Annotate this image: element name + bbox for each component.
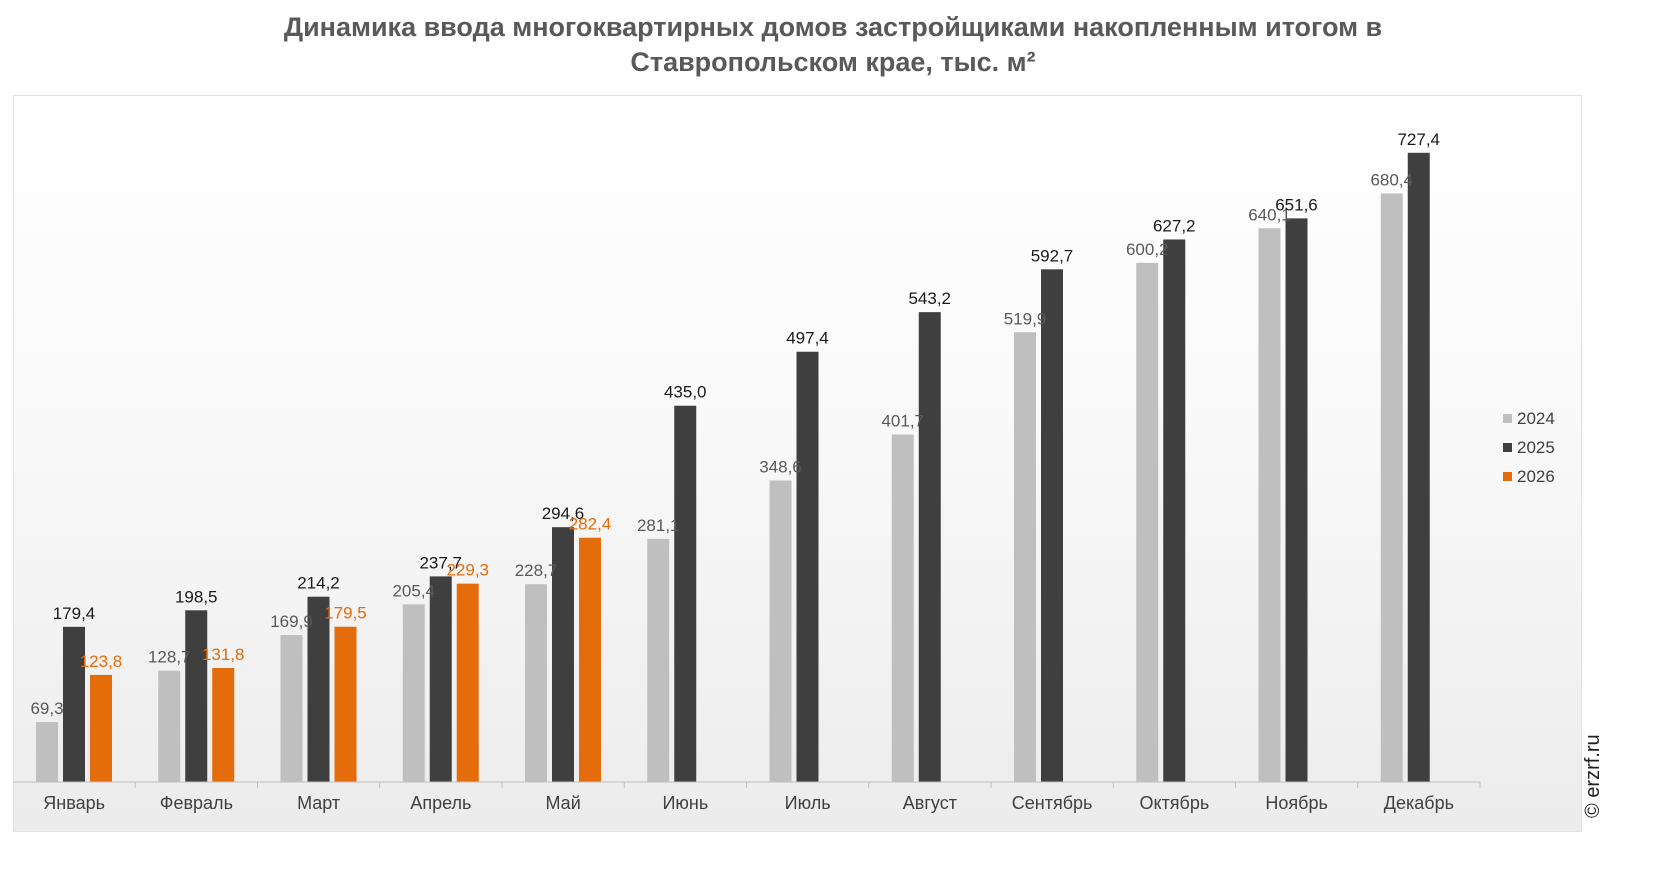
bar-2025 <box>1163 239 1186 783</box>
bar-2024 <box>1380 193 1403 783</box>
data-label-2024: 519,9 <box>1004 309 1047 328</box>
data-label-2024: 205,4 <box>392 581 435 600</box>
bar-2025 <box>429 576 452 782</box>
bar-2024 <box>1014 332 1036 782</box>
bar-2025 <box>796 351 819 782</box>
bar-2025 <box>918 312 941 782</box>
bar-2026 <box>456 583 479 782</box>
data-label-2025: 727,4 <box>1397 130 1440 149</box>
x-tick-label: Март <box>297 793 340 813</box>
data-label-2024: 169,9 <box>270 612 313 631</box>
data-label-2024: 69,3 <box>30 699 63 718</box>
data-label-2026: 282,4 <box>569 515 612 534</box>
x-tick-label: Сентябрь <box>1012 793 1093 813</box>
bar-2026 <box>579 537 601 782</box>
legend-swatch-2025 <box>1503 443 1512 452</box>
legend-swatch-2026 <box>1503 472 1512 481</box>
data-label-2026: 123,8 <box>80 652 123 671</box>
data-label-2024: 600,2 <box>1126 240 1169 259</box>
bar-2025 <box>1285 218 1308 783</box>
legend-label-2025: 2025 <box>1517 438 1555 457</box>
data-label-2025: 627,2 <box>1153 216 1196 235</box>
bar-2026 <box>334 626 357 782</box>
bar-2026 <box>90 674 112 782</box>
data-label-2025: 651,6 <box>1275 195 1318 214</box>
bar-2025 <box>674 405 697 782</box>
data-label-2024: 401,7 <box>881 412 924 431</box>
bar-2025 <box>1041 269 1063 782</box>
x-tick-label: Май <box>545 793 580 813</box>
bars-layer <box>36 152 1430 783</box>
x-tick-label: Февраль <box>160 793 233 813</box>
bar-2024 <box>891 434 914 782</box>
chart-title-line-2: Ставропольском крае, тыс. м² <box>630 47 1036 77</box>
legend: 2024 2025 2026 <box>1503 409 1555 486</box>
data-label-2025: 543,2 <box>908 289 951 308</box>
x-tick-label: Октябрь <box>1139 793 1209 813</box>
x-tick-label: Ноябрь <box>1265 793 1327 813</box>
bar-labels-layer: 69,3 179,4 123,8 128,7 198,5 131,8 169,9 214,2 1… <box>30 130 1440 718</box>
bar-2024 <box>402 604 425 782</box>
data-label-2026: 229,3 <box>446 561 489 580</box>
bar-2025 <box>307 596 330 782</box>
data-label-2024: 128,7 <box>148 648 191 667</box>
chart-title: Динамика ввода многоквартирных домов зас… <box>0 10 1666 80</box>
data-label-2025: 592,7 <box>1031 246 1074 265</box>
data-label-2024: 281,1 <box>637 516 680 535</box>
data-label-2025: 214,2 <box>297 574 340 593</box>
chart-title-line-1: Динамика ввода многоквартирных домов зас… <box>283 12 1383 42</box>
bar-2025 <box>63 626 85 782</box>
x-tick-label: Апрель <box>410 793 471 813</box>
x-axis: Январь Февраль Март Апрель Май Июнь Июль Август… <box>13 781 1481 813</box>
legend-label-2026: 2026 <box>1517 467 1555 486</box>
data-label-2026: 179,5 <box>324 604 367 623</box>
bar-2024 <box>769 480 792 782</box>
data-label-2026: 131,8 <box>202 645 245 664</box>
data-label-2025: 237,7 <box>419 553 462 572</box>
data-label-2024: 680,4 <box>1370 170 1413 189</box>
bar-2024 <box>158 670 181 782</box>
x-tick-label: Август <box>903 793 957 813</box>
watermark: © erzrf.ru <box>1582 734 1604 818</box>
legend-label-2024: 2024 <box>1517 409 1555 428</box>
bar-2024 <box>1258 228 1281 783</box>
x-tick-label: Декабрь <box>1384 793 1454 813</box>
data-label-2025: 435,0 <box>664 383 707 402</box>
bar-2024 <box>36 722 58 782</box>
x-tick-label: Июнь <box>662 793 708 813</box>
bar-2024 <box>525 584 547 782</box>
data-label-2025: 198,5 <box>175 587 218 606</box>
bar-2025 <box>1407 152 1430 782</box>
bar-2025 <box>552 527 574 782</box>
data-label-2025: 294,6 <box>542 504 585 523</box>
data-label-2025: 497,4 <box>786 329 829 348</box>
bar-2024 <box>647 538 670 782</box>
bar-2024 <box>1136 262 1159 782</box>
data-label-2024: 348,6 <box>759 457 802 476</box>
bar-2026 <box>212 667 235 782</box>
data-label-2025: 179,4 <box>53 604 96 623</box>
data-label-2024: 228,7 <box>515 561 558 580</box>
x-tick-label: Январь <box>43 793 105 813</box>
bar-2024 <box>280 635 303 782</box>
data-label-2024: 640,1 <box>1248 205 1291 224</box>
x-tick-label: Июль <box>785 793 831 813</box>
legend-swatch-2024 <box>1503 414 1512 423</box>
bar-2025 <box>185 610 208 782</box>
